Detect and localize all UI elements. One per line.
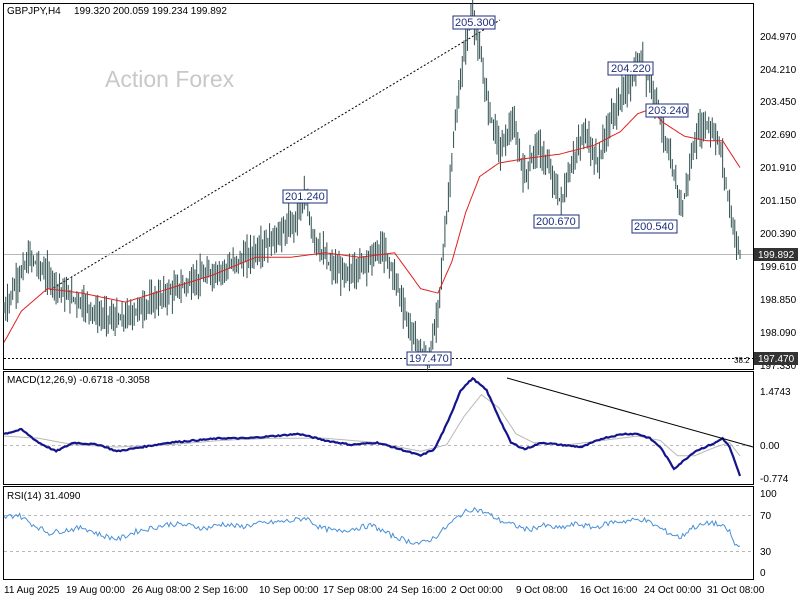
macd-panel-frame bbox=[3, 371, 754, 485]
rsi-axis-0: 0 bbox=[760, 568, 766, 579]
time-tick: 19 Aug 00:00 bbox=[66, 585, 125, 596]
annotation-200670: 200.670 bbox=[533, 214, 580, 229]
macd-header: MACD(12,26,9) -0.6718 -0.3058 bbox=[7, 375, 150, 386]
fib-level-label: 38.2 bbox=[734, 356, 750, 365]
macd-axis-min: -0.774 bbox=[760, 474, 789, 485]
svg-text:200.670: 200.670 bbox=[536, 216, 576, 228]
time-tick: 9 Oct 08:00 bbox=[516, 585, 568, 596]
price-tick: 203.450 bbox=[760, 97, 797, 108]
annotation-200540: 200.540 bbox=[631, 219, 678, 234]
watermark: Action Forex bbox=[105, 66, 235, 92]
rsi-axis-100: 100 bbox=[760, 489, 777, 500]
macd-axis-zero: 0.00 bbox=[760, 441, 780, 452]
time-tick: 24 Oct 00:00 bbox=[644, 585, 702, 596]
current-price-tag: 199.892 bbox=[754, 248, 798, 261]
time-tick: 17 Sep 08:00 bbox=[323, 585, 383, 596]
time-tick: 16 Oct 16:00 bbox=[580, 585, 638, 596]
chart-header-ohlc: 199.320 200.059 199.234 199.892 bbox=[74, 6, 227, 17]
price-tick: 197.330 bbox=[760, 361, 797, 372]
moving-average-line bbox=[3, 108, 741, 343]
macd-axis-max: 1.4743 bbox=[760, 387, 791, 398]
svg-text:197.470: 197.470 bbox=[758, 354, 795, 365]
rsi-panel-frame bbox=[3, 486, 754, 580]
time-tick: 10 Sep 00:00 bbox=[259, 585, 319, 596]
fib-trendline bbox=[49, 19, 501, 291]
price-tick: 198.850 bbox=[760, 295, 797, 306]
price-tick: 204.210 bbox=[760, 65, 797, 76]
price-tick: 199.610 bbox=[760, 262, 797, 273]
rsi-axis-30: 30 bbox=[760, 547, 772, 558]
annotation-205300: 205.300 bbox=[452, 15, 496, 30]
price-panel-frame bbox=[3, 3, 754, 370]
time-tick: 2 Sep 16:00 bbox=[194, 585, 248, 596]
time-tick: 11 Aug 2025 bbox=[4, 585, 60, 596]
price-series bbox=[3, 0, 741, 371]
time-tick: 26 Aug 08:00 bbox=[132, 585, 191, 596]
time-axis: 11 Aug 2025 19 Aug 00:00 26 Aug 08:00 2 … bbox=[4, 585, 765, 596]
macd-trendline bbox=[506, 377, 754, 448]
price-tick: 201.910 bbox=[760, 163, 797, 174]
time-tick: 2 Oct 00:00 bbox=[451, 585, 503, 596]
svg-text:205.300: 205.300 bbox=[455, 17, 495, 29]
price-tick: 200.390 bbox=[760, 229, 797, 240]
rsi-axis-70: 70 bbox=[760, 511, 772, 522]
annotation-204220: 204.220 bbox=[607, 61, 654, 76]
support-price-tag: 197.470 bbox=[754, 352, 798, 365]
price-axis: 204.970 204.210 203.450 202.690 201.910 … bbox=[760, 32, 797, 372]
svg-text:199.892: 199.892 bbox=[758, 250, 795, 261]
svg-text:203.240: 203.240 bbox=[648, 105, 688, 117]
svg-text:197.470: 197.470 bbox=[409, 353, 449, 365]
macd-signal-line bbox=[3, 394, 741, 457]
macd-line bbox=[3, 376, 742, 477]
rsi-header: RSI(14) 31.4090 bbox=[7, 491, 81, 502]
time-tick: 31 Oct 08:00 bbox=[707, 585, 765, 596]
rsi-line bbox=[3, 506, 741, 547]
annotation-203240: 203.240 bbox=[645, 103, 689, 118]
price-tick: 204.970 bbox=[760, 32, 797, 43]
svg-text:200.540: 200.540 bbox=[634, 221, 674, 233]
time-tick: 24 Sep 16:00 bbox=[387, 585, 447, 596]
price-tick: 201.150 bbox=[760, 196, 797, 207]
chart-header-symbol: GBPJPY,H4 bbox=[7, 6, 61, 17]
price-tick: 198.090 bbox=[760, 328, 797, 339]
svg-text:201.240: 201.240 bbox=[285, 191, 325, 203]
price-tick: 202.690 bbox=[760, 130, 797, 141]
annotation-201240: 201.240 bbox=[282, 189, 328, 204]
svg-text:204.220: 204.220 bbox=[611, 63, 651, 75]
annotation-197470: 197.470 bbox=[406, 351, 452, 366]
